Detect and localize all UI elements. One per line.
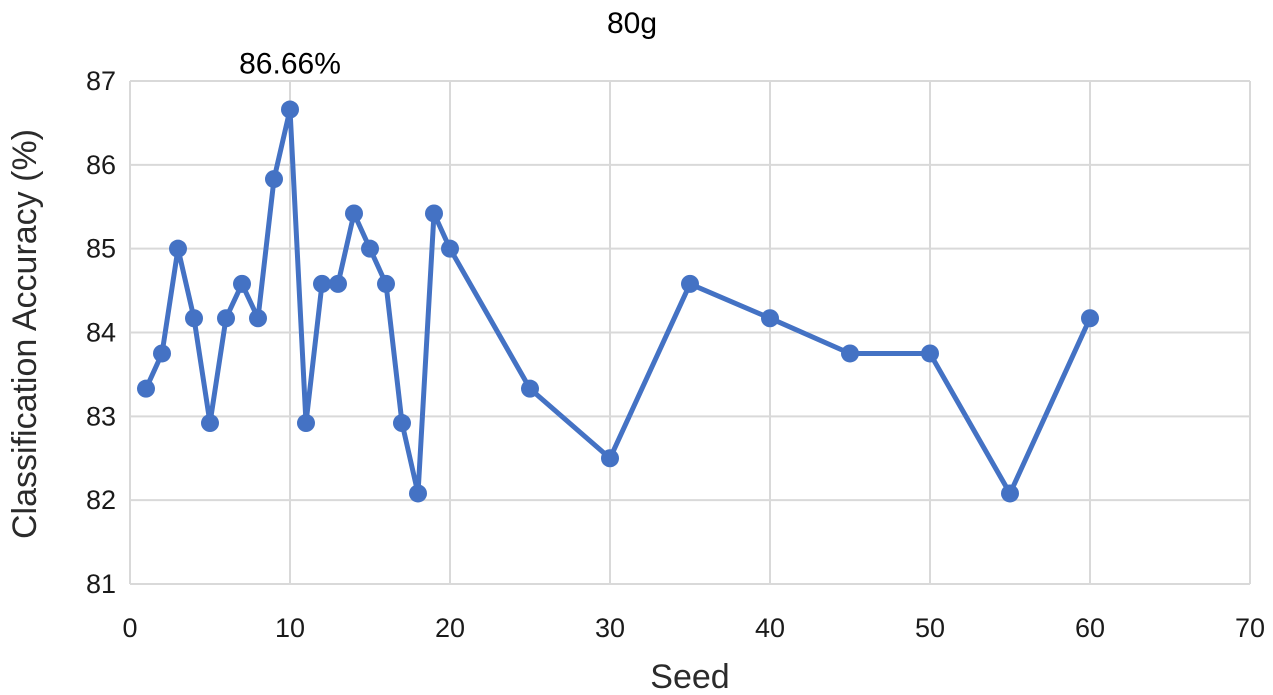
data-point bbox=[409, 484, 427, 503]
data-point bbox=[217, 309, 235, 328]
x-tick-label: 70 bbox=[1235, 613, 1265, 643]
data-point bbox=[169, 239, 187, 258]
data-point bbox=[265, 170, 283, 189]
x-tick-label: 30 bbox=[595, 613, 625, 643]
series bbox=[137, 100, 1099, 503]
data-point bbox=[313, 274, 331, 293]
data-point bbox=[841, 344, 859, 363]
x-tick-label: 10 bbox=[275, 613, 305, 643]
x-tick-label: 20 bbox=[435, 613, 465, 643]
x-tick-label: 50 bbox=[915, 613, 945, 643]
data-point bbox=[297, 414, 315, 433]
data-point bbox=[153, 344, 171, 363]
data-point bbox=[361, 239, 379, 258]
data-point bbox=[1081, 309, 1099, 328]
data-point bbox=[137, 379, 155, 398]
y-tick-label: 81 bbox=[86, 569, 116, 599]
tick-labels: 81 82 83 84 85 86 87 0 10 20 30 40 50 60 70 bbox=[86, 66, 1265, 643]
y-tick-label: 85 bbox=[86, 234, 116, 264]
y-tick-label: 87 bbox=[86, 66, 116, 96]
x-tick-label: 40 bbox=[755, 613, 785, 643]
series-line bbox=[143, 107, 1093, 496]
data-point bbox=[761, 309, 779, 328]
data-point bbox=[281, 100, 299, 119]
data-point bbox=[425, 204, 443, 223]
max-value-annotation: 86.66% bbox=[239, 48, 341, 81]
data-point bbox=[249, 309, 267, 328]
data-point bbox=[681, 274, 699, 293]
y-tick-label: 83 bbox=[86, 401, 116, 431]
data-point bbox=[393, 414, 411, 433]
data-point bbox=[201, 414, 219, 433]
x-tick-label: 60 bbox=[1075, 613, 1105, 643]
data-point bbox=[345, 204, 363, 223]
data-point bbox=[601, 449, 619, 468]
data-point bbox=[441, 239, 459, 258]
data-point bbox=[185, 309, 203, 328]
data-point bbox=[1001, 484, 1019, 503]
data-point bbox=[233, 274, 251, 293]
data-point bbox=[377, 274, 395, 293]
y-tick-label: 84 bbox=[86, 318, 116, 348]
y-tick-label: 86 bbox=[86, 150, 116, 180]
data-point bbox=[329, 274, 347, 293]
y-axis-title: Classification Accuracy (%) bbox=[6, 129, 44, 539]
grid bbox=[129, 80, 1251, 585]
x-tick-label: 0 bbox=[122, 613, 137, 643]
x-axis-title: Seed bbox=[650, 658, 729, 695]
y-tick-label: 82 bbox=[86, 485, 116, 515]
data-point bbox=[521, 379, 539, 398]
chart-title: 80g bbox=[607, 7, 657, 40]
data-point bbox=[921, 344, 939, 363]
annotations: 86.66% bbox=[239, 48, 341, 81]
